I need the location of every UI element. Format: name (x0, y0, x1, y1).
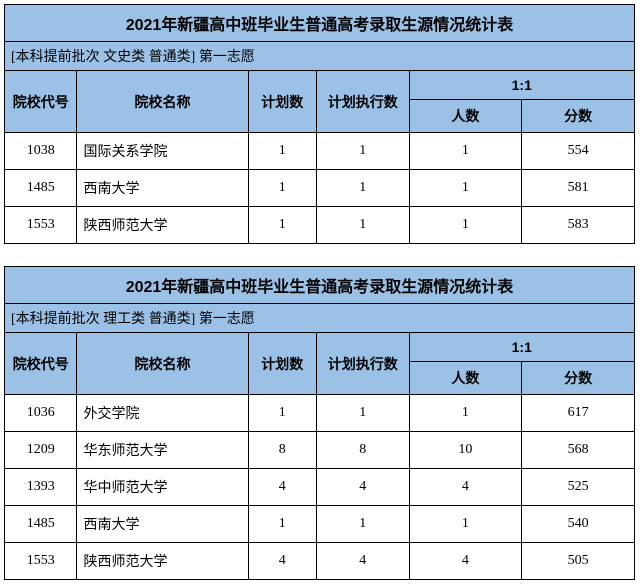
cell-score: 554 (522, 133, 635, 170)
cell-count: 1 (409, 395, 522, 432)
header-ratio: 1:1 (409, 71, 634, 100)
cell-count: 1 (409, 506, 522, 543)
table-title: 2021年新疆高中班毕业生普通高考录取生源情况统计表 (5, 267, 635, 304)
cell-code: 1393 (5, 469, 77, 506)
cell-plan: 1 (248, 133, 316, 170)
cell-exec: 1 (316, 506, 409, 543)
header-plan: 计划数 (248, 71, 316, 133)
header-name: 院校名称 (77, 71, 248, 133)
header-plan: 计划数 (248, 333, 316, 395)
cell-name: 华东师范大学 (77, 432, 248, 469)
table-row: 1485西南大学111581 (5, 170, 635, 207)
cell-name: 国际关系学院 (77, 133, 248, 170)
cell-score: 568 (522, 432, 635, 469)
cell-name: 西南大学 (77, 170, 248, 207)
cell-exec: 1 (316, 133, 409, 170)
cell-name: 外交学院 (77, 395, 248, 432)
cell-score: 581 (522, 170, 635, 207)
table-row: 1485西南大学111540 (5, 506, 635, 543)
cell-count: 1 (409, 133, 522, 170)
cell-code: 1036 (5, 395, 77, 432)
cell-code: 1553 (5, 543, 77, 580)
cell-score: 583 (522, 207, 635, 244)
cell-score: 505 (522, 543, 635, 580)
cell-code: 1553 (5, 207, 77, 244)
header-exec: 计划执行数 (316, 71, 409, 133)
table-row: 1038国际关系学院111554 (5, 133, 635, 170)
cell-code: 1485 (5, 170, 77, 207)
table-row: 1209华东师范大学8810568 (5, 432, 635, 469)
header-name: 院校名称 (77, 333, 248, 395)
stats-table: 2021年新疆高中班毕业生普通高考录取生源情况统计表[本科提前批次 理工类 普通… (4, 266, 635, 580)
table-row: 1553陕西师范大学111583 (5, 207, 635, 244)
header-ratio: 1:1 (409, 333, 634, 362)
tables-container: 2021年新疆高中班毕业生普通高考录取生源情况统计表[本科提前批次 文史类 普通… (0, 4, 642, 580)
table-gap (0, 248, 642, 262)
cell-score: 525 (522, 469, 635, 506)
table-subtitle: [本科提前批次 文史类 普通类] 第一志愿 (5, 42, 635, 71)
cell-plan: 4 (248, 543, 316, 580)
cell-code: 1038 (5, 133, 77, 170)
cell-score: 540 (522, 506, 635, 543)
cell-exec: 4 (316, 469, 409, 506)
header-score: 分数 (522, 100, 635, 133)
header-code: 院校代号 (5, 71, 77, 133)
header-count: 人数 (409, 362, 522, 395)
cell-plan: 1 (248, 170, 316, 207)
header-count: 人数 (409, 100, 522, 133)
cell-name: 华中师范大学 (77, 469, 248, 506)
header-exec: 计划执行数 (316, 333, 409, 395)
table-row: 1036外交学院111617 (5, 395, 635, 432)
table-row: 1553陕西师范大学444505 (5, 543, 635, 580)
table-subtitle: [本科提前批次 理工类 普通类] 第一志愿 (5, 304, 635, 333)
cell-exec: 1 (316, 207, 409, 244)
cell-plan: 1 (248, 506, 316, 543)
cell-score: 617 (522, 395, 635, 432)
cell-count: 10 (409, 432, 522, 469)
cell-plan: 1 (248, 395, 316, 432)
header-score: 分数 (522, 362, 635, 395)
cell-code: 1209 (5, 432, 77, 469)
header-code: 院校代号 (5, 333, 77, 395)
cell-exec: 1 (316, 170, 409, 207)
cell-exec: 8 (316, 432, 409, 469)
cell-plan: 8 (248, 432, 316, 469)
cell-plan: 4 (248, 469, 316, 506)
stats-table: 2021年新疆高中班毕业生普通高考录取生源情况统计表[本科提前批次 文史类 普通… (4, 4, 635, 244)
cell-name: 陕西师范大学 (77, 543, 248, 580)
cell-plan: 1 (248, 207, 316, 244)
table-title: 2021年新疆高中班毕业生普通高考录取生源情况统计表 (5, 5, 635, 42)
cell-count: 4 (409, 469, 522, 506)
cell-count: 1 (409, 207, 522, 244)
cell-name: 陕西师范大学 (77, 207, 248, 244)
cell-exec: 1 (316, 395, 409, 432)
cell-count: 1 (409, 170, 522, 207)
cell-count: 4 (409, 543, 522, 580)
cell-name: 西南大学 (77, 506, 248, 543)
cell-code: 1485 (5, 506, 77, 543)
table-row: 1393华中师范大学444525 (5, 469, 635, 506)
cell-exec: 4 (316, 543, 409, 580)
